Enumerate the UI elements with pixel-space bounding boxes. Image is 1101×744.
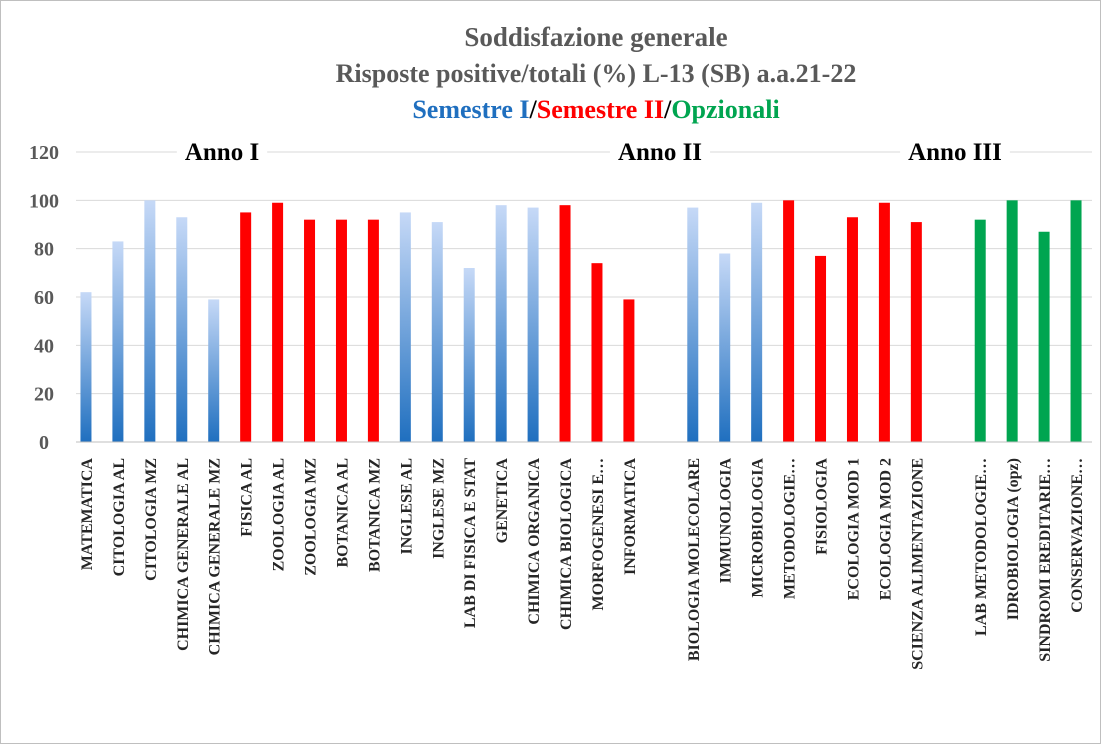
- x-tick-label: CHIMICA ORGANICA: [526, 458, 543, 625]
- x-tick-label: MORFOGENESI E…: [590, 458, 607, 610]
- bar: [240, 212, 252, 442]
- legend: Semestre I/Semestre II/Opzionali: [412, 95, 779, 124]
- bar: [1038, 231, 1050, 442]
- x-tick-label: CHIMICA BIOLOGICA: [558, 458, 575, 630]
- bar: [815, 255, 827, 442]
- bar: [399, 212, 411, 442]
- annotation: Anno III: [908, 139, 1002, 166]
- y-tick-label: 20: [34, 384, 54, 406]
- bar: [623, 299, 635, 442]
- bar: [1070, 200, 1082, 442]
- x-tick-label: INGLESE MZ: [430, 458, 447, 559]
- bar: [463, 268, 475, 442]
- y-tick-label: 100: [29, 190, 59, 212]
- bar: [687, 207, 699, 442]
- x-tick-label: ZOOLOGIA MZ: [303, 458, 320, 576]
- x-tick-label: MATEMATICA: [79, 458, 96, 571]
- bar: [335, 219, 347, 442]
- bar: [1006, 200, 1018, 442]
- x-tick-label: INGLESE AL: [398, 458, 415, 554]
- x-tick-label: ZOOLOGIA AL: [271, 458, 288, 571]
- x-tick-label: CITOLOGIA MZ: [143, 458, 160, 581]
- annotation-bg: [609, 139, 711, 166]
- bar: [112, 241, 124, 442]
- x-tick-label: FISICA AL: [239, 458, 256, 537]
- bar: [846, 217, 858, 442]
- x-tick-label: CITOLOGIA AL: [111, 458, 128, 576]
- bar: [783, 200, 795, 442]
- y-tick-label: 0: [39, 432, 49, 454]
- y-tick-label: 40: [34, 335, 54, 357]
- bar: [144, 200, 156, 442]
- y-tick-label: 80: [34, 239, 54, 261]
- bar: [591, 263, 603, 442]
- x-tick-label: MICROBIOLOGIA: [750, 458, 767, 598]
- x-tick-label: INFORMATICA: [622, 458, 639, 575]
- legend-separator: /: [663, 95, 672, 124]
- x-tick-label: FISIOLOGIA: [814, 458, 831, 555]
- bar: [559, 205, 571, 442]
- annotation: Anno I: [185, 139, 259, 166]
- bar: [431, 222, 443, 442]
- x-tick-label: GENETICA: [494, 458, 511, 544]
- bar: [974, 219, 986, 442]
- x-tick-label: SCIENZA ALIMENTAZIONE: [909, 458, 926, 670]
- bar: [527, 207, 539, 442]
- x-tick-label: BIOLOGIA MOLECOLARE: [686, 458, 703, 661]
- x-tick-label: ECOLOGIA MOD 2: [877, 458, 894, 600]
- bar: [304, 219, 316, 442]
- legend-separator: /: [529, 95, 538, 124]
- bar: [176, 217, 188, 442]
- legend-entry: Semestre II: [537, 95, 664, 124]
- y-tick-label: 120: [29, 142, 59, 164]
- annotation: Anno II: [618, 139, 702, 166]
- bar: [367, 219, 379, 442]
- x-tick-label: IDROBIOLOGIA (opz): [1005, 458, 1022, 620]
- bar: [272, 202, 284, 442]
- bar: [751, 202, 763, 442]
- x-tick-label: LAB METODOLOGIE…: [973, 458, 990, 636]
- bar: [719, 253, 731, 442]
- bar: [910, 222, 922, 442]
- bar: [878, 202, 890, 442]
- x-tick-label: LAB DI FISICA E STAT: [462, 458, 479, 628]
- x-tick-label: BOTANICA MZ: [366, 458, 383, 572]
- legend-entry: Opzionali: [671, 95, 779, 124]
- x-tick-label: CONSERVAZIONE…: [1069, 458, 1086, 613]
- legend-entry: Semestre I: [412, 95, 529, 124]
- annotation-bg: [900, 139, 1010, 166]
- bar: [80, 292, 92, 442]
- chart-subtitle: Risposte positive/totali (%) L-13 (SB) a…: [336, 59, 857, 88]
- annotation-bg: [176, 139, 268, 166]
- bar: [495, 205, 507, 442]
- x-tick-label: IMMUNOLOGIA: [718, 458, 735, 584]
- chart-title: Soddisfazione generale: [464, 22, 727, 52]
- bar: [208, 299, 220, 442]
- x-tick-label: CHIMICA GENERALE MZ: [207, 458, 224, 655]
- x-tick-label: METODOLOGIE…: [782, 458, 799, 599]
- x-tick-label: BOTANICA AL: [334, 458, 351, 568]
- y-tick-label: 60: [34, 287, 54, 309]
- x-tick-label: ECOLOGIA MOD 1: [845, 458, 862, 600]
- x-tick-label: SINDROMI EREDITARIE…: [1037, 458, 1054, 662]
- x-tick-label: CHIMICA GENERALE AL: [175, 458, 192, 651]
